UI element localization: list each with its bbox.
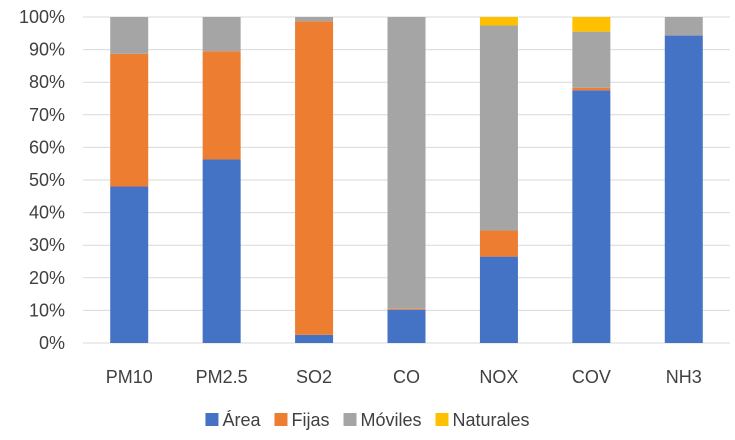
bar-segment-fijas <box>387 308 426 310</box>
y-tick-label: 90% <box>29 40 65 60</box>
bars <box>110 17 703 343</box>
bar-segment-móviles <box>572 31 611 88</box>
y-axis-ticks: 0% 10% 20% 30% 40% 50% 60% 70% 80% 90% 100% <box>19 7 65 353</box>
x-tick-label: CO <box>393 367 420 387</box>
bar-segment-área <box>572 90 611 343</box>
legend-item: Móviles <box>343 410 422 430</box>
y-tick-label: 100% <box>19 7 65 27</box>
bar-segment-fijas <box>572 87 611 91</box>
legend-swatch <box>274 413 288 426</box>
bar-segment-área <box>479 256 518 343</box>
bar-segment-fijas <box>479 230 518 257</box>
y-tick-label: 60% <box>29 137 65 157</box>
legend-label: Naturales <box>453 410 530 430</box>
x-tick-label: SO2 <box>296 367 332 387</box>
legend-label: Fijas <box>291 410 329 430</box>
y-tick-label: 0% <box>39 333 65 353</box>
bar-segment-móviles <box>664 17 703 36</box>
legend-label: Móviles <box>360 410 421 430</box>
x-tick-label: PM10 <box>106 367 153 387</box>
y-tick-label: 10% <box>29 300 65 320</box>
legend-item: Área <box>205 410 261 430</box>
bar-segment-móviles <box>110 17 149 54</box>
y-tick-label: 20% <box>29 268 65 288</box>
legend-swatch <box>343 413 357 426</box>
bar-segment-naturales <box>572 17 611 32</box>
bar-segment-móviles <box>202 17 241 52</box>
y-tick-label: 30% <box>29 235 65 255</box>
legend: Área Fijas Móviles Naturales <box>205 410 530 430</box>
bar-segment-área <box>202 159 241 343</box>
bar-segment-área <box>110 186 149 343</box>
bar-segment-naturales <box>479 17 518 26</box>
bar-segment-móviles <box>479 25 518 231</box>
x-tick-label: NOX <box>479 367 518 387</box>
bar-segment-móviles <box>387 17 426 309</box>
legend-swatch <box>205 413 219 426</box>
x-tick-label: NH3 <box>666 367 702 387</box>
y-tick-label: 80% <box>29 72 65 92</box>
bar-segment-fijas <box>295 21 334 335</box>
x-axis-ticks: PM10 PM2.5 SO2 CO NOX COV NH3 <box>106 367 702 387</box>
bar-segment-fijas <box>110 53 149 187</box>
bar-segment-móviles <box>295 17 334 22</box>
bar-segment-fijas <box>202 51 241 160</box>
legend-swatch <box>435 413 449 426</box>
bar-segment-área <box>295 334 334 343</box>
y-tick-label: 50% <box>29 170 65 190</box>
legend-item: Naturales <box>435 410 530 430</box>
bar-segment-área <box>664 35 703 343</box>
x-tick-label: COV <box>572 367 611 387</box>
legend-item: Fijas <box>274 410 329 430</box>
bar-segment-área <box>387 309 426 343</box>
x-tick-label: PM2.5 <box>196 367 248 387</box>
y-tick-label: 40% <box>29 203 65 223</box>
y-tick-label: 70% <box>29 105 65 125</box>
legend-label: Área <box>222 410 261 430</box>
